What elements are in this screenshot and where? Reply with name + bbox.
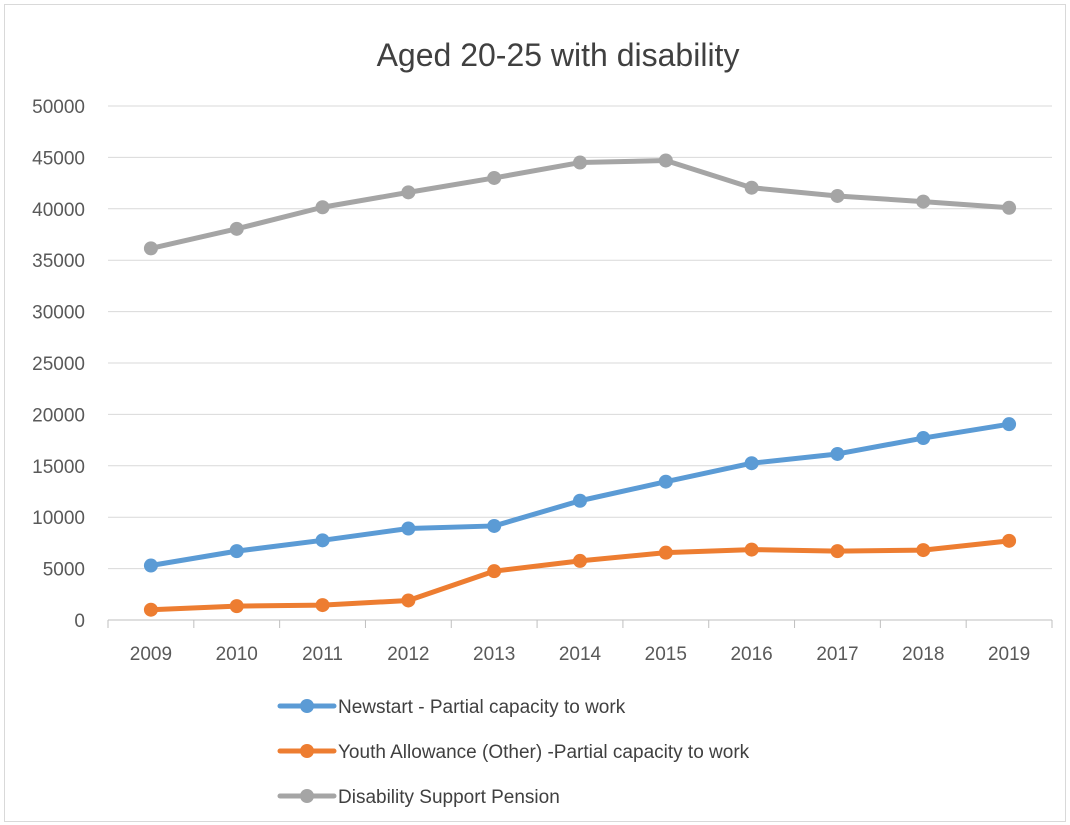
legend-item: Youth Allowance (Other) -Partial capacit… [277, 742, 750, 763]
data-point [315, 598, 330, 613]
data-point [916, 194, 931, 209]
x-tick-label: 2016 [730, 644, 772, 665]
x-tick-label: 2018 [902, 644, 944, 665]
data-point [573, 493, 587, 508]
chart-title: Aged 20-25 with disability [377, 37, 740, 73]
data-point [1002, 533, 1017, 548]
data-point [315, 533, 330, 548]
y-tick-label: 50000 [32, 97, 85, 118]
x-tick-label: 2014 [559, 644, 602, 665]
data-point [229, 544, 244, 559]
legend-item: Newstart - Partial capacity to work [277, 697, 626, 718]
data-point [830, 188, 845, 203]
data-point [916, 543, 931, 558]
data-point [744, 180, 759, 195]
data-point [487, 564, 502, 579]
data-point [143, 558, 158, 573]
legend: Newstart - Partial capacity to work Youth… [277, 697, 750, 808]
y-axis-ticks: 0 5000 10000 15000 20000 25000 30000 35000 40000… [32, 97, 85, 632]
x-tick-label: 2009 [130, 644, 172, 665]
data-point [744, 456, 759, 471]
data-point [401, 593, 416, 608]
data-point [830, 446, 845, 461]
legend-label: Youth Allowance (Other) -Partial capacit… [338, 742, 750, 763]
x-tick-label: 2010 [216, 644, 258, 665]
data-point [573, 553, 587, 568]
y-tick-label: 40000 [32, 200, 85, 221]
series-line [148, 538, 1012, 613]
legend-swatch-marker [300, 699, 314, 713]
x-tick-label: 2013 [473, 644, 515, 665]
y-tick-label: 45000 [32, 148, 85, 169]
legend-swatch-marker [300, 744, 314, 758]
data-point [401, 185, 416, 200]
y-tick-label: 30000 [32, 303, 85, 324]
x-axis: 2009 2010 2011 2012 2013 2014 2015 2016 2017 2018… [107, 619, 1053, 665]
data-point [1002, 417, 1017, 432]
series-3 [143, 153, 1017, 256]
data-point [229, 599, 244, 614]
y-tick-label: 25000 [32, 354, 85, 375]
series-2 [143, 533, 1017, 617]
data-point [487, 518, 502, 533]
data-point [658, 545, 673, 560]
series-1 [143, 417, 1017, 573]
legend-label: Disability Support Pension [338, 787, 560, 808]
x-tick-label: 2019 [988, 644, 1030, 665]
y-tick-label: 5000 [43, 560, 85, 581]
x-tick-label: 2012 [387, 644, 429, 665]
y-tick-label: 20000 [32, 405, 85, 426]
legend-item: Disability Support Pension [277, 787, 560, 808]
data-point [315, 200, 330, 215]
data-point [487, 170, 502, 185]
series-line [148, 157, 1012, 251]
data-point [143, 602, 158, 617]
x-tick-label: 2011 [302, 644, 343, 665]
data-point [744, 542, 759, 557]
chart-frame [4, 4, 1066, 822]
data-point [658, 474, 673, 489]
y-tick-label: 15000 [32, 457, 85, 478]
y-tick-label: 0 [74, 611, 85, 632]
data-point [1002, 200, 1017, 215]
legend-swatch-marker [300, 789, 314, 803]
x-tick-label: 2015 [645, 644, 687, 665]
data-point [143, 241, 158, 256]
y-tick-label: 10000 [32, 508, 85, 529]
data-point [916, 431, 931, 446]
series-layer [143, 153, 1017, 617]
legend-label: Newstart - Partial capacity to work [338, 697, 626, 718]
data-point [658, 153, 673, 168]
x-tick-label: 2017 [816, 644, 858, 665]
y-tick-label: 35000 [32, 251, 85, 272]
data-point [830, 544, 845, 559]
data-point [573, 155, 587, 170]
data-point [401, 521, 416, 536]
data-point [229, 221, 244, 236]
